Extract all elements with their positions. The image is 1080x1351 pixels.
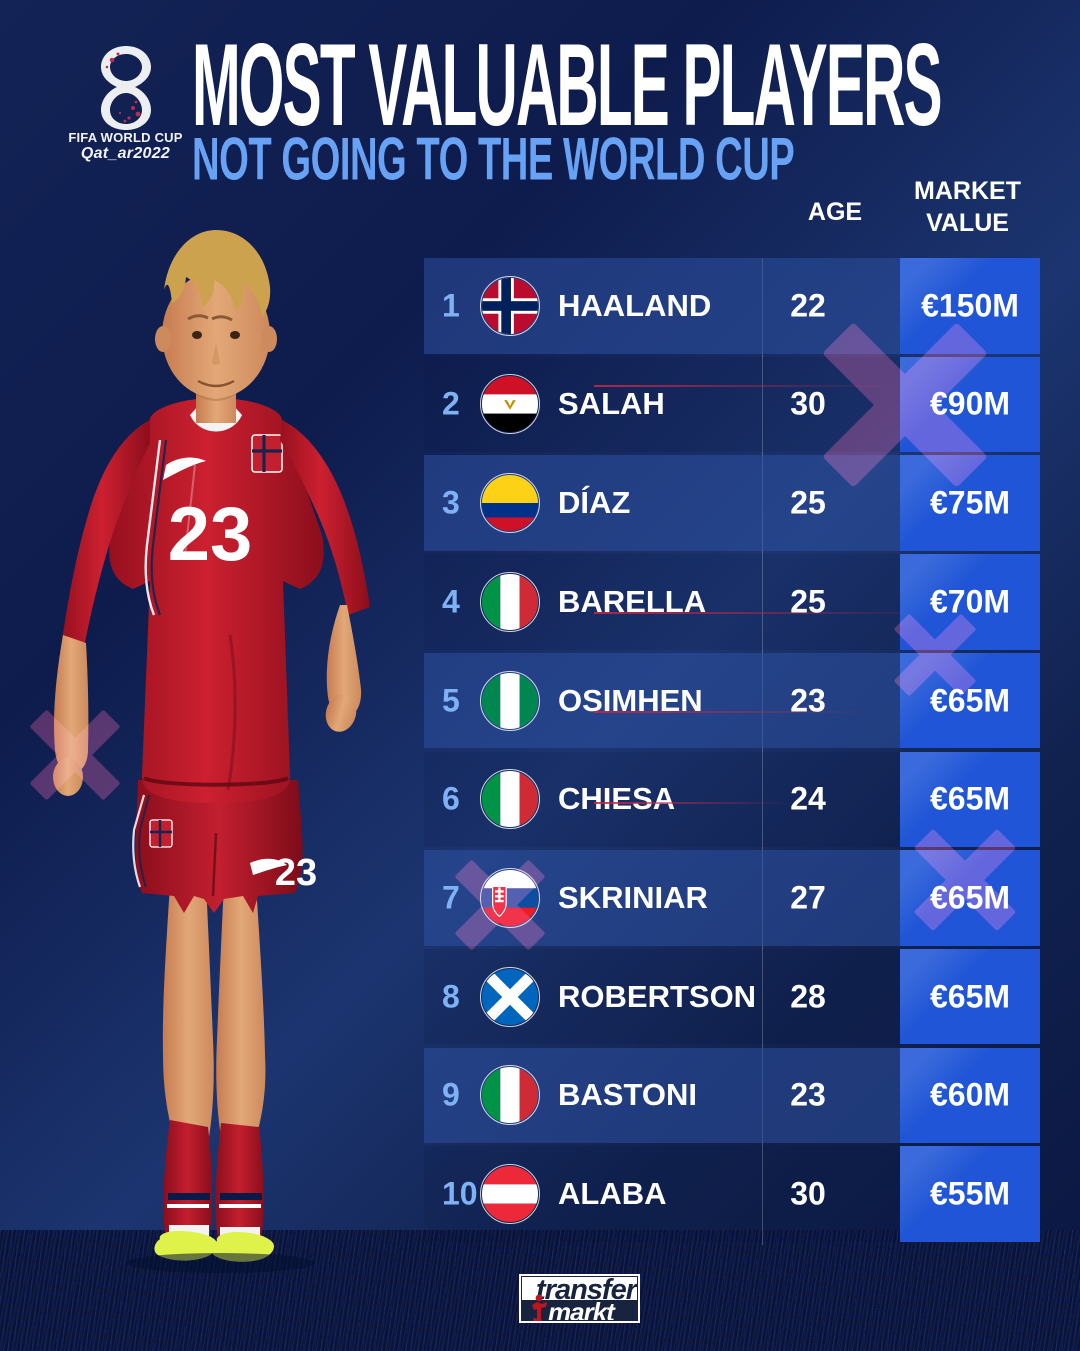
svg-text:23: 23 [275,852,317,894]
svg-text:23: 23 [168,492,253,577]
